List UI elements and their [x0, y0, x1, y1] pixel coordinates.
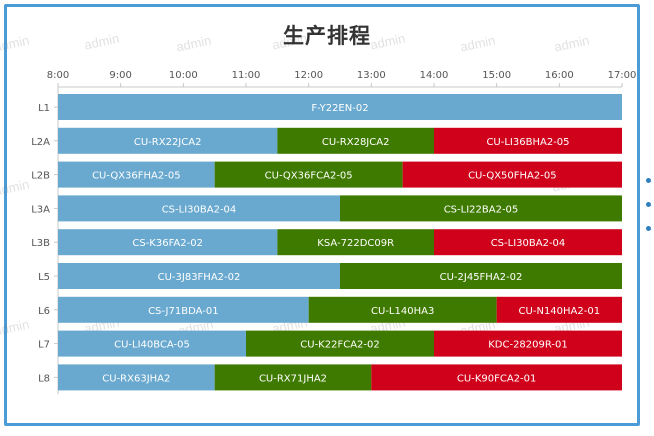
x-tick-label: 17:00	[608, 70, 637, 81]
gantt-bar-label: CU-RX63JHA2	[102, 373, 170, 384]
gantt-bar-label: CU-QX50FHA2-05	[468, 171, 557, 182]
y-category-label: L5	[38, 272, 50, 283]
gantt-bar	[434, 229, 622, 256]
indicator-dot	[646, 226, 651, 231]
gantt-bar	[214, 161, 403, 188]
gantt-bar-label: CU-K22FCA2-02	[300, 340, 379, 351]
side-scroll-indicator	[646, 178, 652, 238]
x-tick-label: 8:00	[47, 70, 69, 81]
gantt-bar-label: CU-RX71JHA2	[259, 373, 327, 384]
gantt-bar	[496, 296, 622, 323]
gantt-bar	[340, 195, 622, 222]
x-tick-label: 16:00	[545, 70, 574, 81]
gantt-bar	[308, 296, 497, 323]
y-category-label: L2B	[31, 171, 50, 182]
gantt-bar	[58, 229, 278, 256]
gantt-bar	[246, 330, 434, 357]
gantt-bar-label: CU-RX28JCA2	[322, 137, 390, 148]
gantt-bar-label: CU-LI40BCA-05	[114, 340, 190, 351]
x-tick-label: 13:00	[357, 70, 386, 81]
x-tick-label: 9:00	[109, 70, 131, 81]
y-category-label: L7	[38, 340, 50, 351]
gantt-bar	[58, 127, 278, 154]
gantt-bar-label: CS-LI22BA2-05	[444, 204, 519, 215]
gantt-bar-label: KSA-722DC09R	[317, 238, 394, 249]
indicator-dot	[646, 178, 651, 183]
gantt-bar	[402, 161, 622, 188]
y-category-label: L2A	[31, 137, 50, 148]
gantt-bar	[277, 229, 434, 256]
indicator-dot	[646, 202, 651, 207]
y-category-label: L3A	[31, 204, 50, 215]
gantt-bar	[434, 330, 622, 357]
x-tick-label: 14:00	[420, 70, 449, 81]
gantt-bar-label: CS-J71BDA-01	[148, 306, 219, 317]
gantt-bar-label: CU-2J45FHA2-02	[440, 272, 523, 283]
gantt-bar	[58, 330, 246, 357]
x-tick-label: 15:00	[482, 70, 511, 81]
gantt-bar-label: CU-QX36FHA2-05	[92, 171, 181, 182]
y-category-label: L8	[38, 373, 50, 384]
gantt-bar	[58, 161, 215, 188]
x-tick-label: 12:00	[294, 70, 323, 81]
gantt-bar	[58, 94, 622, 120]
gantt-bar	[214, 364, 372, 391]
gantt-bar-label: CU-N140HA2-01	[519, 306, 601, 317]
gantt-bar	[340, 263, 622, 289]
x-tick-label: 11:00	[232, 70, 261, 81]
gantt-bar-label: CS-LI30BA2-04	[162, 204, 237, 215]
gantt-bar	[371, 364, 622, 391]
gantt-bar-label: CU-L140HA3	[371, 306, 434, 317]
gantt-bar	[58, 364, 215, 391]
y-category-label: L3B	[31, 238, 50, 249]
chart-title: 生产排程	[283, 24, 371, 48]
gantt-bar	[58, 263, 340, 289]
gantt-bar-label: CU-RX22JCA2	[134, 137, 202, 148]
gantt-bar	[434, 127, 622, 154]
gantt-bar-label: KDC-28209R-01	[488, 340, 568, 351]
gantt-bar	[58, 296, 309, 323]
gantt-bar-label: CU-LI36BHA2-05	[486, 137, 569, 148]
gantt-bar-label: CS-K36FA2-02	[132, 238, 203, 249]
gantt-bar-label: F-Y22EN-02	[311, 103, 368, 114]
gantt-bar-label: CU-QX36FCA2-05	[265, 171, 353, 182]
y-category-label: L1	[38, 103, 50, 114]
gantt-bar	[58, 195, 340, 222]
y-category-label: L6	[38, 306, 50, 317]
gantt-bar	[277, 127, 434, 154]
gantt-bar-label: CS-LI30BA2-04	[491, 238, 566, 249]
gantt-bar-label: CU-3J83FHA2-02	[158, 272, 241, 283]
x-tick-label: 10:00	[169, 70, 198, 81]
gantt-bar-label: CU-K90FCA2-01	[457, 373, 536, 384]
